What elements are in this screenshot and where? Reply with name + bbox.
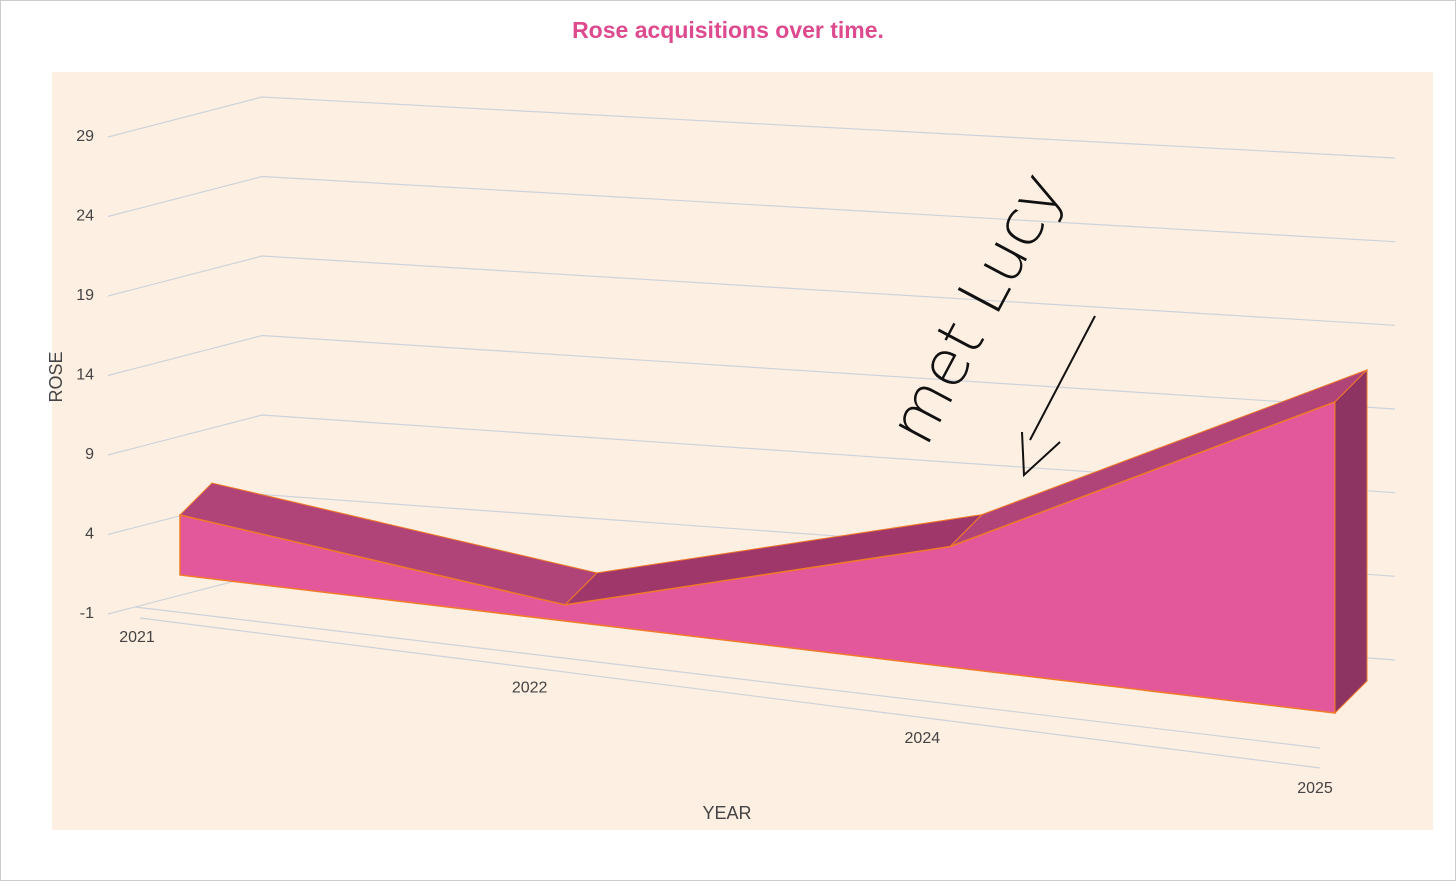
y-tick-label: 14 bbox=[76, 367, 94, 384]
x-axis-title: YEAR bbox=[702, 803, 751, 823]
x-tick-label: 2021 bbox=[119, 629, 155, 646]
annotation-arrow bbox=[1021, 315, 1096, 478]
y-tick-label: 4 bbox=[85, 526, 94, 543]
y-tick-label: 29 bbox=[76, 128, 94, 145]
grid-line bbox=[107, 96, 1396, 159]
floor-line bbox=[139, 617, 1321, 769]
area-side-face bbox=[1334, 368, 1368, 715]
y-axis-title: ROSE bbox=[46, 351, 66, 402]
y-tick-label: 24 bbox=[76, 208, 94, 225]
y-tick-label: 9 bbox=[85, 446, 94, 463]
x-tick-label: 2025 bbox=[1297, 780, 1333, 797]
chart-title: Rose acquisitions over time. bbox=[572, 17, 884, 43]
grid-line bbox=[107, 175, 1396, 243]
x-tick-label: 2022 bbox=[512, 680, 548, 697]
grid-line bbox=[107, 255, 1396, 326]
grid-line bbox=[107, 334, 1396, 410]
y-tick-label: 19 bbox=[76, 287, 94, 304]
plot: -1 4 9 14 19 24 29 2021 2022 2024 2025 bbox=[76, 96, 1396, 797]
grid-line bbox=[107, 414, 1396, 494]
floor-line bbox=[134, 606, 1321, 749]
y-tick-label: -1 bbox=[80, 605, 94, 622]
x-tick-label: 2024 bbox=[905, 730, 941, 747]
